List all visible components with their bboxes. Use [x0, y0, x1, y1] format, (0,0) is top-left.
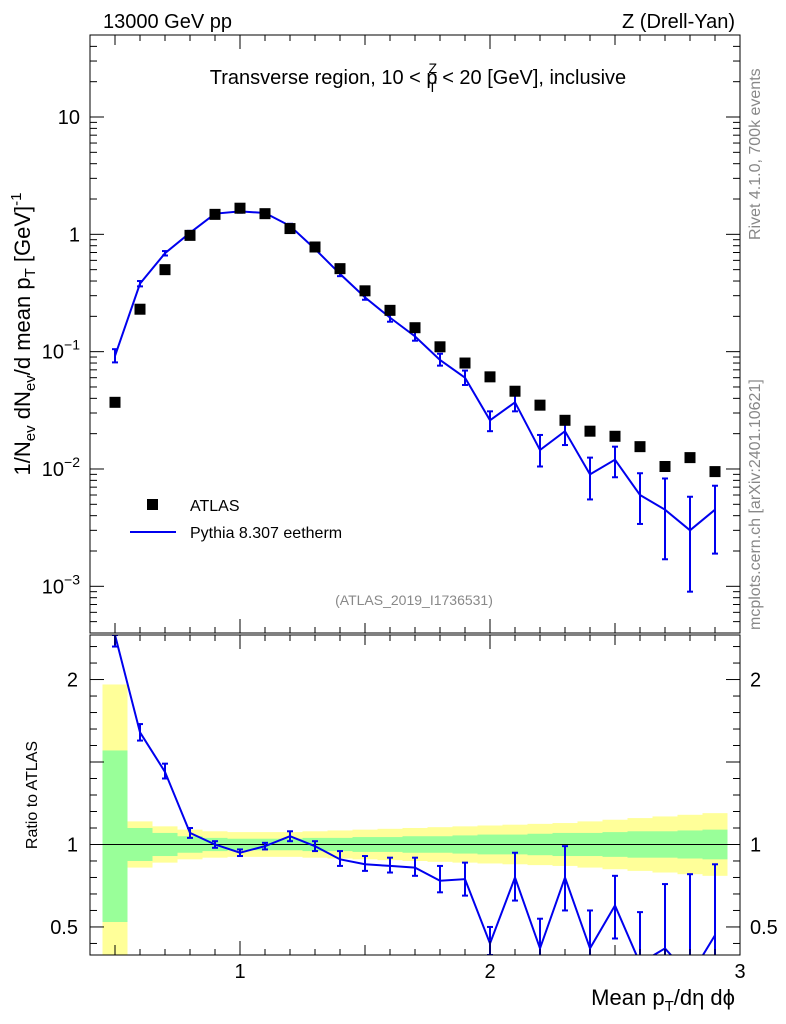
atlas-point	[709, 466, 721, 478]
atlas-point	[484, 371, 496, 383]
legend: ATLAS Pythia 8.307 eetherm	[130, 498, 342, 542]
ratio-series	[112, 635, 718, 955]
legend-data-marker	[147, 499, 158, 510]
atlas-point	[534, 399, 546, 411]
atlas-point	[459, 357, 471, 369]
main-y-tick-label: 10	[58, 107, 80, 129]
atlas-point	[634, 441, 646, 453]
ratio-y-tick-label-right: 2	[750, 670, 761, 692]
atlas-point	[584, 425, 596, 437]
atlas-point	[509, 385, 521, 397]
plot-title: Transverse region, 10 < pZ T < 20 [GeV], …	[210, 60, 626, 95]
ratio-panel-frame	[89, 634, 741, 956]
ratio-inner-band	[102, 750, 128, 923]
atlas-point	[284, 223, 296, 235]
ratio-y-axis-label: Ratio to ATLAS	[24, 741, 41, 849]
x-axis-label: Mean pT/dη dϕ	[591, 985, 735, 1015]
main-y-tick-label: 10−3	[42, 571, 80, 598]
x-tick-label: 2	[484, 961, 495, 983]
atlas-point	[259, 208, 271, 220]
mc-line	[114, 210, 716, 532]
atlas-point	[109, 396, 121, 408]
ratio-y-tick-label: 0.5	[50, 917, 78, 939]
ratio-y-tick-label: 1	[67, 834, 78, 856]
ratio-y-tick-label-right: 0.5	[750, 917, 778, 939]
ratio-panel: 2 2 1 1 0.5 0.5 1 2 3 Ratio to ATLAS Mean pT/dη …	[24, 634, 778, 1015]
main-y-tick-label: 10−2	[42, 454, 80, 481]
main-y-tick-label: 10−1	[42, 337, 80, 364]
rivet-version-label: Rivet 4.1.0, 700k events	[747, 68, 764, 240]
atlas-point	[159, 264, 171, 276]
atlas-point	[384, 304, 396, 316]
x-tick-label: 3	[734, 961, 745, 983]
atlas-point	[409, 322, 421, 334]
main-y-tick-label: 1	[69, 224, 80, 246]
atlas-point	[309, 241, 321, 253]
atlas-point	[559, 414, 571, 426]
atlas-point	[209, 208, 221, 220]
atlas-point	[659, 460, 671, 472]
ratio-y-tick-label-right: 1	[750, 834, 761, 856]
atlas-point	[134, 303, 146, 315]
atlas-point	[334, 263, 346, 275]
analysis-label: (ATLAS_2019_I1736531)	[335, 592, 493, 608]
ratio-y-tick-label: 2	[67, 670, 78, 692]
main-y-axis-label: 1/Nev dNev/d mean pT [GeV]-1	[8, 193, 39, 476]
main-panel: 10 1 10−1 10−2 10−3 Transverse region, 10 < …	[8, 34, 741, 634]
atlas-point	[609, 430, 621, 442]
atlas-point	[359, 285, 371, 297]
legend-mc-label: Pythia 8.307 eetherm	[190, 525, 342, 542]
process-label: Z (Drell-Yan)	[622, 11, 735, 33]
ratio-line	[114, 635, 716, 955]
mcplots-site-label: mcplots.cern.ch [arXiv:2401.10621]	[747, 379, 764, 630]
atlas-point	[434, 341, 446, 353]
energy-label: 13000 GeV pp	[103, 11, 232, 33]
atlas-point	[184, 229, 196, 241]
legend-data-label: ATLAS	[190, 498, 240, 515]
x-tick-label: 1	[234, 961, 245, 983]
atlas-point	[684, 452, 696, 464]
atlas-point	[234, 202, 246, 214]
